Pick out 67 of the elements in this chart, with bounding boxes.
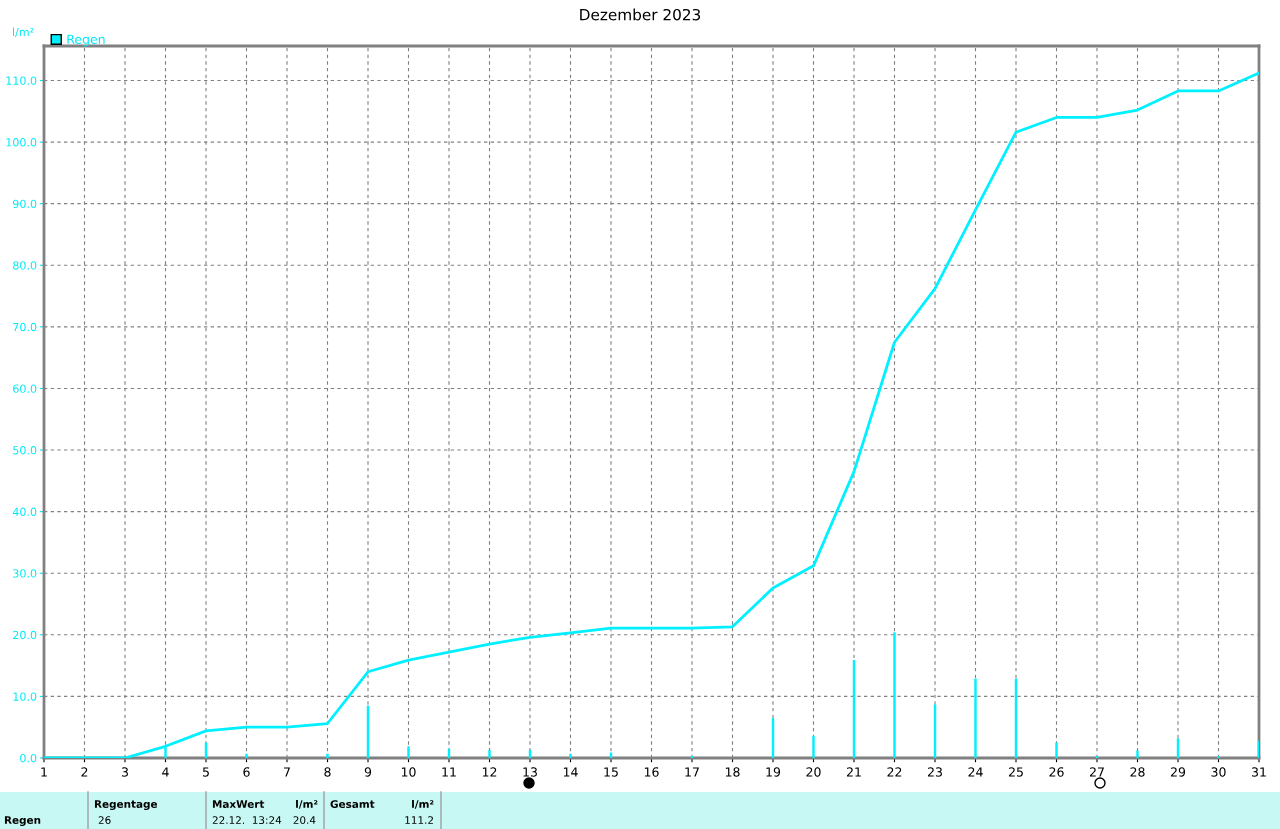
text: Gesamt (330, 800, 375, 809)
x-tick-label: 5 (202, 767, 209, 777)
chart-title: Dezember 2023 (580, 8, 701, 21)
x-tick-label: 12 (482, 767, 497, 777)
y-tick-label: 40.0 (12, 507, 37, 517)
x-tick-label: 23 (927, 767, 942, 777)
bar (488, 749, 491, 758)
text: 111.2 (405, 816, 433, 824)
x-tick-label: 19 (766, 767, 781, 777)
x-tick-label: 2 (81, 767, 88, 777)
x-tick-label: 27 (1089, 767, 1104, 777)
x-tick-label: 25 (1008, 767, 1023, 777)
y-tick-label: 110.0 (6, 76, 37, 85)
y-tick-label: 50.0 (13, 446, 37, 455)
y-tick-label: 10.0 (13, 692, 37, 701)
text: 22.12. 13:24 (212, 816, 282, 825)
x-tick-label: 29 (1170, 767, 1186, 777)
text: Regen (4, 816, 41, 827)
x-tick-label: 20 (806, 767, 821, 777)
bar (893, 632, 896, 758)
x-tick-label: 17 (685, 767, 699, 777)
x-tick-label: 9 (364, 767, 372, 777)
bar (974, 678, 977, 758)
x-tick-label: 13 (523, 767, 537, 777)
x-tick-label: 3 (121, 767, 128, 777)
x-tick-label: 22 (887, 767, 902, 777)
bar (569, 753, 572, 758)
bar (1136, 750, 1139, 758)
bar (407, 746, 410, 758)
x-tick-label: 7 (284, 767, 290, 777)
y-tick-label: 60.0 (13, 384, 37, 393)
x-tick-label: 6 (243, 767, 250, 777)
text: l/m² (296, 799, 318, 809)
x-tick-label: 4 (162, 767, 169, 777)
x-tick-label: 15 (604, 767, 618, 777)
legend-label: Regen (67, 34, 105, 47)
text: Regentage (94, 800, 158, 811)
x-tick-label: 30 (1211, 767, 1226, 777)
y-tick-label: 90.0 (13, 199, 37, 209)
x-tick-label: 18 (725, 767, 740, 777)
y-tick-label: 80.0 (13, 261, 37, 270)
bar (609, 752, 613, 758)
bar (326, 753, 329, 758)
bar (1055, 742, 1058, 758)
y-tick-label: 70.0 (13, 322, 37, 332)
text: MaxWert (212, 800, 265, 809)
x-tick-label: 8 (324, 767, 331, 777)
x-tick-label: 14 (563, 767, 578, 777)
x-tick-label: 16 (644, 767, 659, 777)
x-tick-label: 10 (401, 767, 416, 777)
x-tick-label: 28 (1130, 767, 1145, 777)
x-tick-label: 24 (968, 767, 983, 777)
y-tick-label: 30.0 (13, 569, 37, 578)
text: l/m² (412, 799, 434, 809)
x-tick-label: 21 (846, 767, 861, 777)
text: 26 (98, 816, 111, 825)
y-tick-label: 0.0 (20, 753, 37, 763)
x-tick-label: 31 (1252, 767, 1266, 777)
x-tick-label: 11 (442, 767, 456, 777)
y-tick-label: 20.0 (13, 630, 37, 640)
x-tick-label: 1 (41, 767, 47, 777)
text: 20.4 (293, 816, 316, 825)
bar (812, 735, 815, 758)
x-tick-label: 26 (1049, 767, 1064, 777)
y-axis-title: l/m² (13, 27, 34, 38)
bar (245, 753, 248, 758)
y-tick-label: 100.0 (6, 138, 37, 147)
